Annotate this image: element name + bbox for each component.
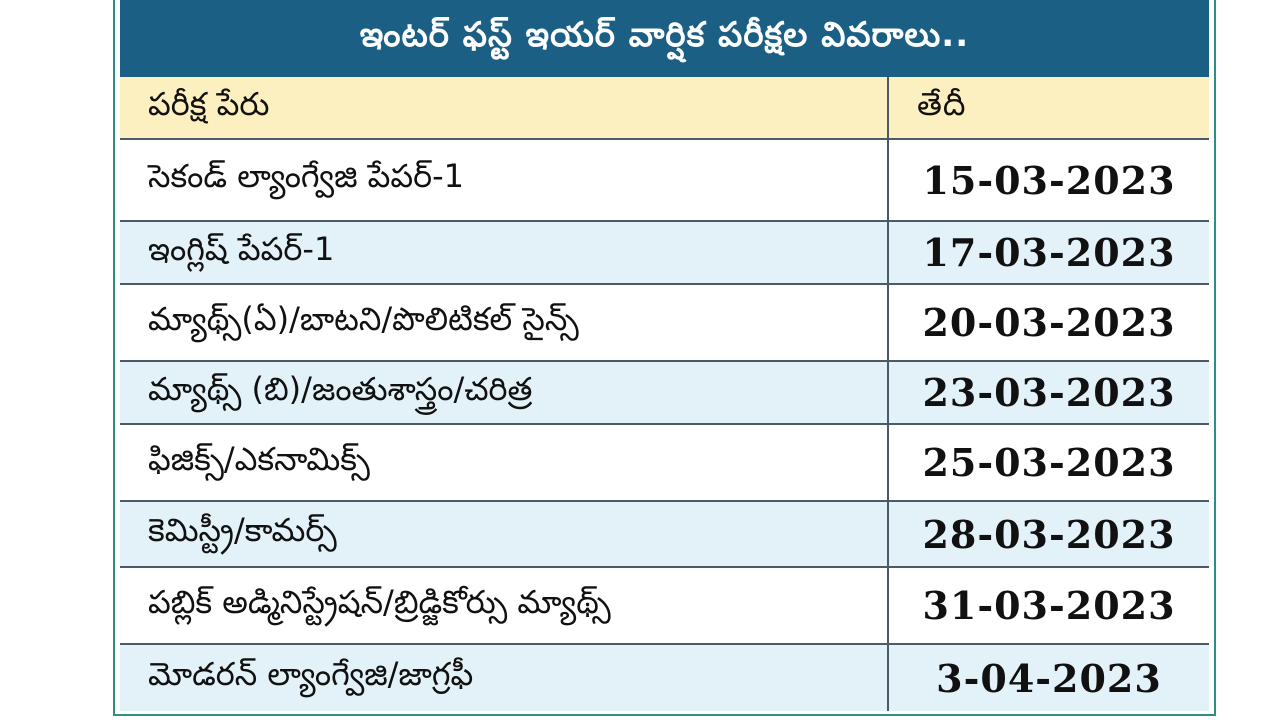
exam-name-cell: సెకండ్ ల్యాంగ్వేజి పేపర్-1: [120, 140, 889, 220]
table-row: మ్యాథ్స్ (బి)/జంతుశాస్త్రం/చరిత్ర 23-03-…: [120, 362, 1209, 425]
exam-date-cell: 15-03-2023: [922, 157, 1176, 203]
exam-name-cell: ఫిజిక్స్/ఎకనామిక్స్: [120, 425, 889, 500]
table-header-row: పరీక్ష పేరు తేదీ: [120, 77, 1209, 140]
exam-name-cell: కెమిస్ట్రీ/కామర్స్: [120, 502, 889, 566]
table-row: సెకండ్ ల్యాంగ్వేజి పేపర్-1 15-03-2023: [120, 140, 1209, 222]
exam-date-cell: 3-04-2023: [936, 655, 1162, 701]
exam-date-cell: 25-03-2023: [922, 440, 1176, 485]
exam-date-cell: 20-03-2023: [922, 300, 1176, 345]
table-row: ఇంగ్లిష్ పేపర్-1 17-03-2023: [120, 222, 1209, 285]
schedule-title: ఇంటర్ ఫస్ట్ ఇయర్ వార్షిక పరీక్షల వివరాలు…: [120, 0, 1209, 77]
table-row: మ్యాథ్స్(ఏ)/బాటని/పొలిటికల్ సైన్స్ 20-03…: [120, 285, 1209, 362]
exam-schedule-frame: ఇంటర్ ఫస్ట్ ఇయర్ వార్షిక పరీక్షల వివరాలు…: [113, 0, 1216, 716]
exam-schedule-table: పరీక్ష పేరు తేదీ సెకండ్ ల్యాంగ్వేజి పేపర…: [120, 77, 1209, 711]
exam-name-cell: మోడరన్ ల్యాంగ్వేజి/జాగ్రఫీ: [120, 645, 889, 711]
exam-name-cell: పబ్లిక్ అడ్మినిస్ట్రేషన్/బ్రిడ్జికోర్సు …: [120, 568, 889, 643]
table-row: మోడరన్ ల్యాంగ్వేజి/జాగ్రఫీ 3-04-2023: [120, 645, 1209, 711]
header-date: తేదీ: [917, 84, 967, 123]
exam-date-cell: 23-03-2023: [922, 370, 1176, 415]
table-row: కెమిస్ట్రీ/కామర్స్ 28-03-2023: [120, 502, 1209, 568]
exam-date-cell: 28-03-2023: [922, 511, 1176, 557]
header-exam-name: పరీక్ష పేరు: [120, 77, 889, 138]
exam-name-cell: మ్యాథ్స్(ఏ)/బాటని/పొలిటికల్ సైన్స్: [120, 285, 889, 360]
exam-name-cell: మ్యాథ్స్ (బి)/జంతుశాస్త్రం/చరిత్ర: [120, 362, 889, 423]
exam-name-cell: ఇంగ్లిష్ పేపర్-1: [120, 222, 889, 283]
table-row: పబ్లిక్ అడ్మినిస్ట్రేషన్/బ్రిడ్జికోర్సు …: [120, 568, 1209, 645]
table-row: ఫిజిక్స్/ఎకనామిక్స్ 25-03-2023: [120, 425, 1209, 502]
exam-date-cell: 31-03-2023: [922, 583, 1176, 628]
exam-date-cell: 17-03-2023: [922, 230, 1176, 275]
